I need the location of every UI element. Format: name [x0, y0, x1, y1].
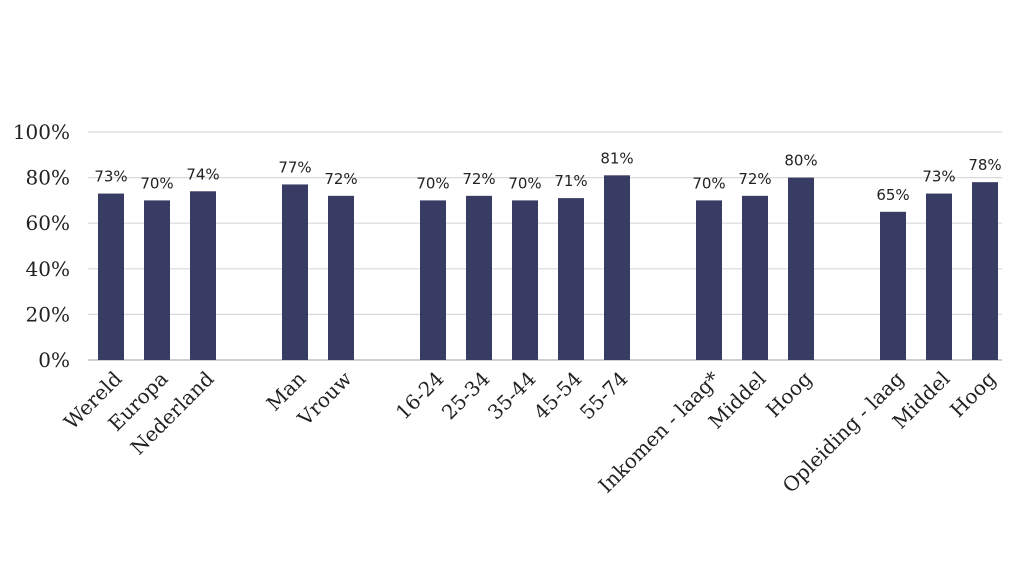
bars — [98, 175, 998, 360]
data-label: 70% — [416, 174, 449, 192]
bar — [880, 211, 906, 360]
x-tick-label: 16-24 — [391, 367, 449, 425]
y-axis-ticks: 0% 20% 40% 60% 80% 100% — [13, 120, 70, 372]
y-tick-label: 40% — [26, 257, 70, 281]
data-label: 70% — [508, 174, 541, 192]
data-label: 73% — [922, 168, 955, 186]
data-label: 81% — [600, 149, 633, 167]
data-label: 65% — [876, 186, 909, 204]
bar — [144, 200, 170, 360]
x-tick-label: Hoog — [761, 366, 817, 422]
y-tick-label: 60% — [26, 211, 70, 235]
x-tick-label: 25-34 — [437, 367, 495, 425]
data-label: 80% — [784, 152, 817, 170]
bar — [420, 200, 446, 360]
bar — [98, 193, 124, 360]
data-label: 72% — [324, 170, 357, 188]
x-tick-label: 55-74 — [575, 367, 633, 425]
bar — [328, 195, 354, 360]
data-label: 77% — [278, 158, 311, 176]
bar — [604, 175, 630, 360]
data-label: 70% — [692, 174, 725, 192]
bar — [466, 195, 492, 360]
data-label: 73% — [94, 168, 127, 186]
x-tick-label: Hoog — [945, 366, 1001, 422]
data-label: 70% — [140, 174, 173, 192]
bar — [788, 177, 814, 360]
bar — [558, 198, 584, 360]
y-tick-label: 100% — [13, 120, 70, 144]
y-tick-label: 80% — [26, 166, 70, 190]
gridlines — [88, 131, 1002, 361]
bar — [926, 193, 952, 360]
data-labels: 73% 70% 74% 77% 72% 70% 72% 70% 71% 81% 70% 72% 80% 6… — [94, 149, 1001, 203]
y-tick-label: 20% — [26, 302, 70, 326]
bar — [742, 195, 768, 360]
data-label: 78% — [968, 156, 1001, 174]
x-tick-label: 35-44 — [483, 367, 541, 425]
bar — [190, 191, 216, 360]
bar — [512, 200, 538, 360]
data-label: 72% — [738, 170, 771, 188]
y-tick-label: 0% — [38, 348, 70, 372]
x-tick-label: 45-54 — [529, 367, 587, 425]
bar — [282, 184, 308, 360]
data-label: 71% — [554, 172, 587, 190]
data-label: 74% — [186, 165, 219, 183]
bar — [696, 200, 722, 360]
data-label: 72% — [462, 170, 495, 188]
bar — [972, 182, 998, 360]
